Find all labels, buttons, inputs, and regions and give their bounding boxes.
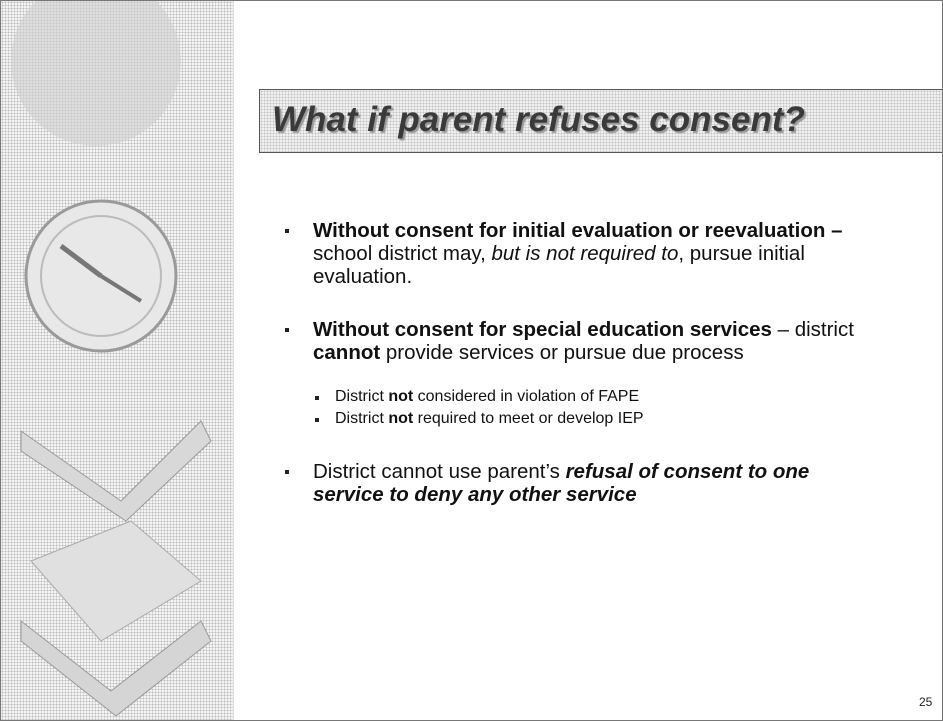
sub-bullet: District not considered in violation of … <box>315 386 865 408</box>
text-run: – district <box>778 318 854 341</box>
sub-bullet-list: District not considered in violation of … <box>313 386 865 430</box>
text-run: District cannot use parent’s <box>313 460 566 483</box>
text-run: Without consent for initial evaluation o… <box>313 219 842 242</box>
text-run: District <box>335 410 388 427</box>
decorative-strip <box>1 1 234 720</box>
book <box>31 521 201 641</box>
slide: What if parent refuses consent? Without … <box>0 0 943 721</box>
bullet: Without consent for initial evaluation o… <box>285 219 865 288</box>
text-run: considered in violation of FAPE <box>413 388 639 405</box>
text-run: cannot <box>313 341 380 364</box>
slide-title: What if parent refuses consent? <box>272 100 805 140</box>
sub-bullet: District not required to meet or develop… <box>315 408 865 430</box>
bullet: Without consent for special education se… <box>285 318 865 430</box>
bullet: District cannot use parent’s refusal of … <box>285 460 865 506</box>
text-run: not <box>388 388 413 405</box>
decor-circle <box>11 1 181 146</box>
text-run: District <box>335 388 388 405</box>
page-number: 25 <box>919 695 932 709</box>
decorative-images <box>1 1 233 720</box>
text-run: school district may, <box>313 242 491 265</box>
text-run: required to meet or develop IEP <box>413 410 643 427</box>
book <box>21 421 211 521</box>
title-box: What if parent refuses consent? <box>259 89 943 153</box>
text-run: not <box>388 410 413 427</box>
text-run: but is not required to <box>491 242 678 265</box>
book <box>21 621 211 716</box>
text-run: provide services or pursue due process <box>380 341 744 364</box>
text-run: Without consent for special education se… <box>313 318 778 341</box>
bullet-list: Without consent for initial evaluation o… <box>285 219 865 536</box>
